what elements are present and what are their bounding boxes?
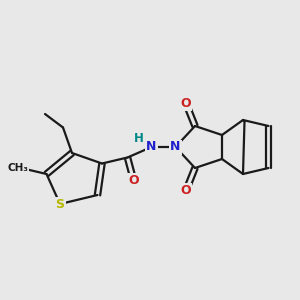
Text: CH₃: CH₃ bbox=[8, 163, 29, 173]
Text: N: N bbox=[146, 140, 157, 154]
Text: O: O bbox=[181, 97, 191, 110]
Text: O: O bbox=[128, 173, 139, 187]
Text: S: S bbox=[56, 197, 64, 211]
Text: H: H bbox=[134, 132, 144, 145]
Text: O: O bbox=[181, 184, 191, 197]
Text: N: N bbox=[170, 140, 181, 154]
